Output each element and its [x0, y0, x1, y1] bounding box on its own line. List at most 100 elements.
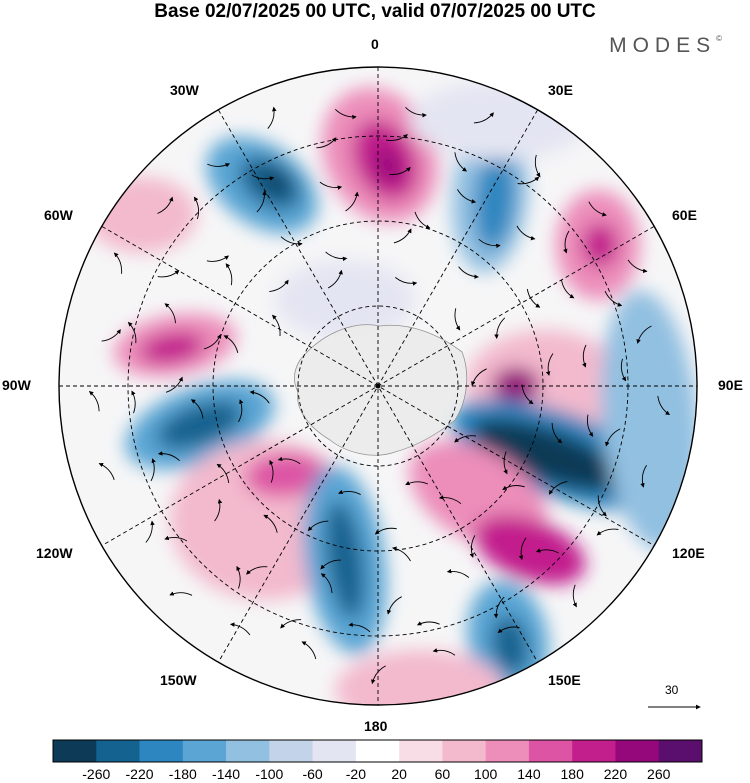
- colorbar-tick-label: 20: [391, 766, 407, 782]
- colorbar-tick-label: -140: [212, 766, 241, 782]
- wind-streamline: [563, 230, 570, 254]
- anomaly-region: [245, 452, 325, 498]
- colorbar: [52, 739, 703, 763]
- wind-streamline: [458, 266, 479, 279]
- colorbar-tick-label: 180: [560, 766, 584, 782]
- wind-streamline: [338, 489, 361, 495]
- wind-streamline: [345, 191, 360, 212]
- wind-streamline: [416, 621, 440, 626]
- lon-label-30w: 30W: [170, 82, 199, 98]
- colorbar-swatch: [528, 740, 573, 762]
- lon-label-30e: 30E: [548, 82, 573, 98]
- wind-streamline: [636, 325, 652, 344]
- wind-streamline: [165, 376, 183, 393]
- wind-streamline: [395, 277, 418, 286]
- colorbar-frame: [52, 739, 703, 763]
- wind-streamline: [150, 458, 156, 482]
- wind-streamline: [277, 456, 301, 465]
- wind-streamline: [370, 665, 386, 685]
- wind-streamline: [267, 106, 277, 129]
- wind-streamline: [216, 463, 230, 484]
- wind-streamline: [238, 399, 244, 423]
- wind-streamline: [405, 106, 427, 118]
- lon-label-150e: 150E: [548, 672, 581, 688]
- lon-label-60w: 60W: [44, 207, 73, 223]
- anomaly-region: [157, 400, 243, 450]
- wind-streamline: [446, 568, 470, 578]
- colorbar-swatch: [615, 740, 660, 762]
- lon-label-150w: 150W: [160, 672, 197, 688]
- wind-streamline: [88, 391, 100, 412]
- wind-streamline: [113, 252, 123, 274]
- wind-streamline: [469, 535, 476, 558]
- wind-streamline: [190, 399, 204, 419]
- wind-streamline: [582, 344, 587, 368]
- anomaly-region: [600, 290, 697, 550]
- wind-streamline: [526, 288, 541, 308]
- wind-streamline: [263, 514, 278, 533]
- wind-streamline: [551, 422, 563, 444]
- lon-label-120e: 120E: [672, 545, 705, 561]
- map-title: Base 02/07/2025 00 UTC, valid 07/07/2025…: [154, 1, 596, 22]
- reference-vector-value: 30: [665, 683, 679, 697]
- wind-streamline: [620, 358, 627, 382]
- anomaly-region: [275, 260, 415, 340]
- wind-streamline: [454, 308, 461, 331]
- wind-streamline: [414, 211, 431, 229]
- anomaly-region: [335, 650, 505, 705]
- wind-streamline: [457, 189, 477, 204]
- wind-streamline: [596, 528, 619, 536]
- wind-streamline: [256, 190, 267, 213]
- wind-streamline: [164, 303, 176, 324]
- lon-label-180: 180: [364, 718, 388, 734]
- lon-label-0: 0: [371, 36, 379, 52]
- wind-streamline: [249, 390, 270, 404]
- wind-streamline: [348, 622, 371, 633]
- wind-streamline: [98, 462, 115, 480]
- colorbar-tick-label: 60: [434, 766, 451, 782]
- wind-streamline: [572, 584, 577, 608]
- wind-streamline: [145, 520, 155, 543]
- wind-streamline: [516, 225, 536, 241]
- colorbar-swatch: [53, 740, 97, 762]
- wind-streamline: [471, 368, 487, 387]
- anomaly-region: [474, 515, 586, 585]
- wind-streamline: [194, 196, 200, 220]
- wind-streamline: [269, 279, 289, 293]
- wind-streamline: [127, 321, 137, 344]
- wind-streamline: [101, 329, 121, 342]
- anomaly-region: [582, 223, 618, 267]
- colorbar-tick-label: -180: [168, 766, 197, 782]
- colorbar-tick-label: 220: [603, 766, 628, 782]
- colorbar-swatch: [572, 740, 616, 762]
- wind-streamline: [549, 480, 568, 495]
- anomaly-region: [140, 332, 204, 364]
- wind-streamline: [393, 228, 412, 244]
- wind-streamline: [301, 641, 317, 660]
- wind-streamline: [545, 353, 554, 376]
- wind-streamline: [597, 495, 607, 517]
- wind-streamline: [518, 537, 527, 561]
- colorbar-tick-label: 100: [473, 766, 498, 782]
- colorbar-tick-label: 140: [517, 766, 541, 782]
- wind-streamline: [374, 527, 397, 535]
- colorbar-swatch: [182, 740, 227, 762]
- wind-streamline: [223, 335, 239, 354]
- colorbar-tick-label: -100: [255, 766, 284, 782]
- colorbar-swatch: [226, 740, 270, 762]
- anomaly-region: [472, 418, 624, 492]
- wind-streamline: [657, 395, 671, 416]
- wind-streamline: [280, 619, 302, 629]
- lon-label-60e: 60E: [672, 207, 697, 223]
- wind-streamline: [586, 414, 594, 437]
- lon-label-120w: 120W: [36, 545, 73, 561]
- wind-streamline: [334, 108, 357, 120]
- colorbar-swatch: [312, 740, 357, 762]
- wind-streamline: [327, 269, 343, 289]
- anomaly-region: [87, 177, 197, 253]
- wind-streamline: [560, 279, 575, 299]
- wind-streamline: [503, 451, 508, 475]
- wind-streamline: [320, 573, 333, 594]
- wind-streamline: [535, 548, 559, 554]
- colorbar-tick-labels: -260 -220 -180 -140 -100 -60 -20 20 60 100 140 180 2…: [0, 766, 750, 782]
